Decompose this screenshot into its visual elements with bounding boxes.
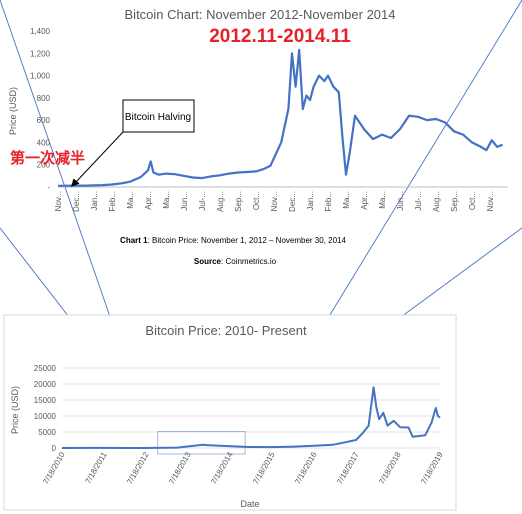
halving-callout-arrowhead	[71, 178, 80, 187]
top-x-tick-label: Jun...	[180, 191, 189, 211]
top-y-tick-label: 200	[37, 161, 51, 170]
bottom-chart: Bitcoin Price: 2010- Present 0 5000 10000 1…	[3, 314, 457, 511]
top-x-tick-label: Apr...	[360, 191, 369, 210]
source-caption: Source: Coinmetrics.io	[194, 257, 277, 266]
first-halving-label: 第一次减半	[10, 149, 85, 167]
top-x-tick-label: Nov...	[270, 191, 279, 211]
top-x-tick-label: Jun...	[396, 191, 405, 211]
top-x-tick-label: Nov...	[54, 191, 63, 211]
top-y-tick-label: 1,200	[30, 49, 51, 58]
bottom-chart-title: Bitcoin Price: 2010- Present	[145, 323, 307, 338]
top-x-tick-label: Ma...	[162, 191, 171, 209]
top-x-tick-label: Feb...	[324, 191, 333, 211]
top-chart-title: Bitcoin Chart: November 2012-November 20…	[125, 7, 396, 22]
chart-caption: Chart 1: Bitcoin Price: November 1, 2012…	[120, 236, 346, 245]
top-x-tick-label: Ma...	[126, 191, 135, 209]
top-y-tick-label: 1,400	[30, 27, 51, 36]
top-y-tick-label: 800	[37, 94, 51, 103]
top-x-tick-label: Jul-...	[198, 191, 207, 211]
top-y-tick-label: 600	[37, 116, 51, 125]
bottom-y-tick-label: 20000	[34, 380, 57, 389]
bottom-chart-frame	[3, 314, 457, 511]
top-y-tick-label: 400	[37, 138, 51, 147]
top-x-tick-label: Jan...	[90, 191, 99, 211]
top-x-tick-label: Aug...	[216, 191, 225, 212]
halving-callout-arrow-line	[74, 131, 124, 184]
bottom-y-tick-label: 5000	[38, 428, 56, 437]
bottom-y-tick-label: 10000	[34, 412, 57, 421]
period-annotation: 2012.11-2014.11	[209, 26, 351, 47]
top-x-tick-label: Oct...	[252, 191, 261, 210]
top-x-tick-label: Jan...	[306, 191, 315, 211]
top-x-tick-label: Oct...	[468, 191, 477, 210]
chart-caption-text: : Bitcoin Price: November 1, 2012 – Nove…	[148, 236, 347, 245]
top-y-tick-label: 1,000	[30, 72, 51, 81]
bottom-chart-price-line	[61, 386, 441, 449]
halving-callout-box	[122, 99, 195, 133]
zoom-highlight-box	[157, 431, 246, 455]
top-x-tick-label: Feb...	[108, 191, 117, 211]
bottom-chart-y-ticks: 0 5000 10000 15000 20000 25000	[34, 364, 57, 453]
top-x-tick-label: Dec...	[72, 191, 81, 212]
source-caption-label: Source	[194, 257, 222, 266]
top-y-tick-label: -	[47, 183, 50, 192]
bottom-y-tick-label: 25000	[34, 364, 57, 373]
top-x-tick-label: Apr...	[144, 191, 153, 210]
top-x-tick-label: Jul-...	[414, 191, 423, 211]
source-caption-text: : Coinmetrics.io	[221, 257, 277, 266]
top-chart: Bitcoin Chart: November 2012-November 20…	[8, 7, 508, 212]
top-x-tick-label: Sep...	[234, 191, 243, 212]
top-x-tick-label: Nov...	[486, 191, 495, 211]
chart-caption-label: Chart 1	[120, 236, 148, 245]
top-chart-y-ticks: - 200 400 600 800 1,000 1,200 1,400	[30, 27, 51, 192]
top-chart-price-line	[57, 48, 504, 187]
top-chart-y-axis-title: Price (USD)	[8, 87, 18, 135]
bottom-y-tick-label: 15000	[34, 396, 57, 405]
halving-callout-text: Bitcoin Halving	[125, 112, 191, 123]
bottom-chart-x-axis-title: Date	[240, 499, 259, 509]
bottom-y-tick-label: 0	[52, 444, 57, 453]
bottom-chart-y-axis-title: Price (USD)	[10, 386, 20, 434]
top-chart-x-ticks: Nov... Dec... Jan... Feb... Ma... Apr... Ma...…	[54, 191, 495, 212]
top-x-tick-label: Dec...	[288, 191, 297, 212]
top-x-tick-label: Aug...	[432, 191, 441, 212]
top-x-tick-label: Sep...	[450, 191, 459, 212]
top-x-tick-label: Ma...	[342, 191, 351, 209]
top-x-tick-label: Ma...	[378, 191, 387, 209]
